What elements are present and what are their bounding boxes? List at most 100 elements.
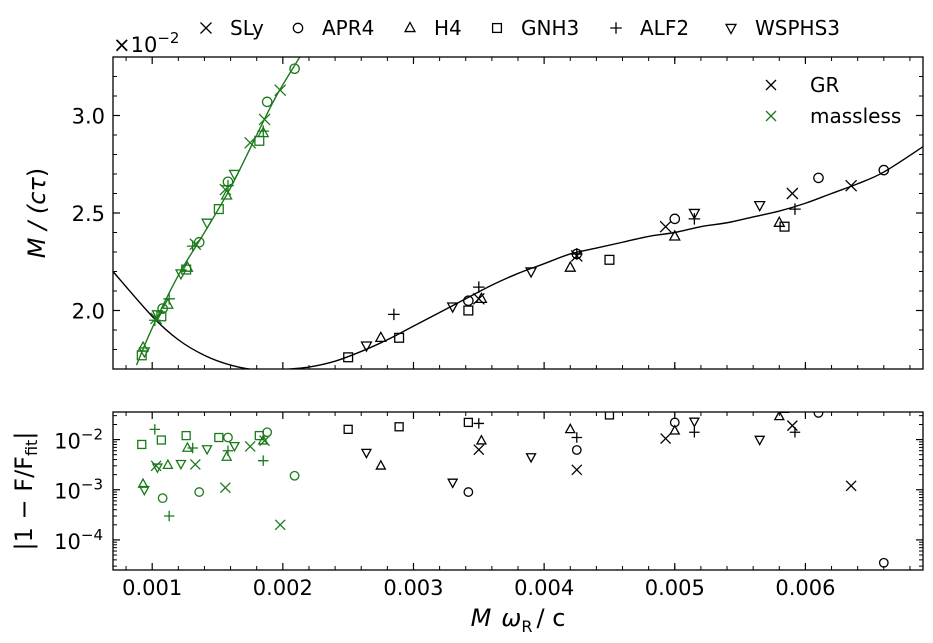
- residual-h4-massless: [137, 477, 149, 488]
- eos-legend: SLy APR4 H4 GNH3 ALF2 WSPHS3: [200, 16, 840, 40]
- residual-alf2-gr: [789, 427, 801, 438]
- residual-apr4-massless: [262, 427, 273, 438]
- residual-apr4-massless: [223, 432, 233, 443]
- y-axis-label-bottom: |1 − F/Ffit|: [10, 432, 41, 551]
- legend-marker-GR: [765, 79, 777, 91]
- residual-sly-gr: [473, 444, 485, 456]
- residual-h4-gr: [475, 434, 488, 445]
- residual-wsphs3-massless: [151, 463, 164, 474]
- bottom-plot-frame: [112, 411, 924, 571]
- y-axis-label-top: M / (cτ): [23, 168, 51, 258]
- residual-wsphs3-gr: [447, 478, 459, 489]
- y-tick-label-top: 3.0: [72, 105, 105, 129]
- point-h4-gr: [374, 330, 387, 343]
- residual-apr4-gr: [878, 557, 889, 568]
- point-gnh3-massless: [254, 135, 265, 146]
- residual-h4-gr: [564, 422, 576, 434]
- point-apr4-gr: [463, 295, 474, 307]
- residual-sly-massless: [219, 482, 231, 494]
- residual-alf2-massless: [187, 442, 198, 454]
- legend-marker-apr4: [292, 22, 304, 34]
- legend-marker-alf2: [610, 22, 622, 34]
- point-gnh3-gr: [343, 352, 354, 363]
- point-alf2-massless: [186, 240, 199, 252]
- legend-label-GR: GR: [810, 73, 839, 97]
- legend-label-sly: SLy: [230, 16, 264, 40]
- point-alf2-massless: [257, 125, 270, 137]
- point-sly-massless: [258, 113, 271, 126]
- point-wsphs3-massless: [201, 218, 214, 230]
- legend-label-h4: H4: [434, 16, 462, 40]
- residual-wsphs3-massless: [201, 445, 213, 456]
- point-apr4-gr: [878, 164, 890, 176]
- legend-marker-wsphs3: [724, 23, 738, 35]
- point-gnh3-gr: [604, 254, 615, 265]
- residual-alf2-gr: [689, 427, 700, 438]
- point-alf2-massless: [163, 293, 175, 305]
- point-apr4-massless: [289, 63, 300, 75]
- point-alf2-gr: [388, 308, 400, 321]
- y-tick-label-bottom: 10−2: [54, 426, 103, 454]
- point-sly-gr: [659, 220, 672, 233]
- x-tick-label: 0.005: [645, 576, 705, 600]
- residual-sly-gr: [845, 480, 857, 492]
- residual-sly-gr: [571, 464, 583, 476]
- residual-gnh3-massless: [156, 435, 166, 445]
- point-wsphs3-gr: [360, 341, 373, 353]
- point-wsphs3-massless: [174, 269, 187, 281]
- point-h4-gr: [475, 291, 488, 304]
- point-h4-massless: [161, 297, 174, 309]
- top-panel: 2.0 2.5 3.0 GR massless: [72, 56, 924, 370]
- y-tick-label-bottom: 10−4: [54, 526, 103, 554]
- fit-curve-massless: [135, 57, 301, 366]
- residual-h4-massless: [162, 458, 174, 469]
- residual-gnh3-massless: [214, 432, 224, 443]
- legend-marker-gnh3: [491, 22, 503, 34]
- x-tick-label: 0.003: [383, 576, 443, 600]
- legend-marker-h4: [403, 21, 417, 33]
- fit-curve-GR: [113, 146, 923, 369]
- residual-wsphs3-gr: [688, 417, 700, 428]
- residual-apr4-massless: [194, 487, 205, 497]
- residual-h4-massless: [221, 450, 233, 461]
- legend-label-alf2: ALF2: [640, 16, 689, 40]
- residual-sly-massless: [274, 519, 286, 531]
- residual-gnh3-massless: [181, 430, 191, 441]
- point-wsphs3-gr: [446, 302, 459, 314]
- legend-label-gnh3: GNH3: [521, 16, 579, 40]
- residual-wsphs3-gr: [525, 453, 537, 464]
- residual-gnh3-gr: [604, 412, 615, 420]
- y-tick-label-bottom: 10−3: [54, 476, 103, 504]
- residual-h4-gr: [669, 424, 681, 435]
- legend-label-wsphs3: WSPHS3: [755, 16, 840, 40]
- point-h4-gr: [668, 229, 681, 241]
- bottom-panel: 0.001 0.002 0.003 0.004 0.005 0.006 10−4 10−3 10…: [54, 401, 924, 600]
- residual-alf2-massless: [257, 455, 269, 466]
- legend-marker-sly: [200, 22, 212, 34]
- residual-apr4-gr: [813, 412, 824, 418]
- residual-wsphs3-massless: [138, 485, 150, 497]
- point-wsphs3-gr: [525, 267, 538, 279]
- point-gnh3-gr: [463, 305, 474, 316]
- x-tick-label: 0.001: [122, 576, 182, 600]
- residual-wsphs3-gr: [360, 448, 373, 459]
- point-alf2-gr: [473, 281, 485, 293]
- point-gnh3-gr: [394, 332, 405, 343]
- residual-h4-massless: [181, 441, 194, 452]
- point-wsphs3-massless: [228, 169, 241, 181]
- y-tick-label-top: 2.0: [72, 300, 105, 324]
- residual-apr4-gr: [571, 445, 582, 455]
- legend-marker-massless: [765, 110, 777, 122]
- point-alf2-gr: [789, 203, 801, 215]
- legend-label-massless: massless: [810, 104, 901, 128]
- point-alf2-massless: [222, 179, 234, 192]
- residual-wsphs3-massless: [175, 459, 187, 471]
- residual-gnh3-gr: [343, 424, 353, 434]
- residual-wsphs3-gr: [754, 435, 766, 446]
- residual-alf2-gr: [389, 401, 400, 412]
- point-h4-massless: [220, 188, 233, 200]
- x-tick-label: 0.004: [514, 576, 574, 600]
- point-wsphs3-massless: [151, 310, 164, 322]
